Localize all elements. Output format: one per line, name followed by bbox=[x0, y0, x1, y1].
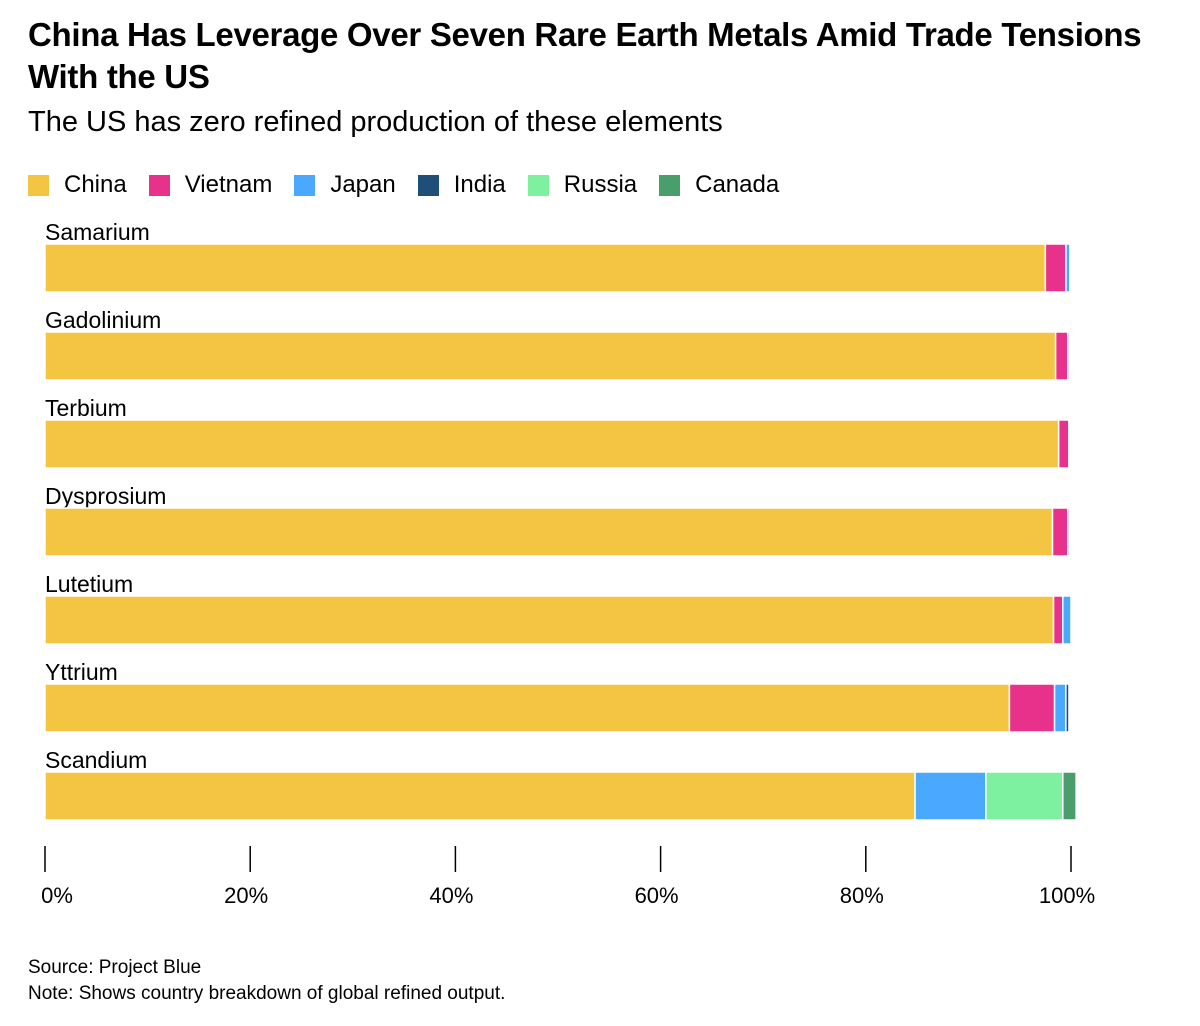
legend-label-russia: Russia bbox=[563, 171, 638, 198]
x-tick-label-3: 60% bbox=[635, 883, 679, 908]
category-label-yttrium: Yttrium bbox=[45, 659, 118, 685]
bar-segment-terbium-vietnam bbox=[1057, 419, 1070, 469]
bar-segment-yttrium-japan bbox=[1053, 683, 1067, 733]
legend-label-india: India bbox=[453, 171, 506, 198]
category-label-terbium: Terbium bbox=[45, 395, 127, 421]
bar-segment-scandium-canada bbox=[1062, 771, 1077, 821]
legend-item-india: India bbox=[417, 170, 506, 200]
legend-swatch-india bbox=[417, 174, 439, 196]
x-tick-label-2: 40% bbox=[429, 883, 473, 908]
chart-subtitle: The US has zero refined production of th… bbox=[28, 106, 723, 138]
x-tick-label-5: 100% bbox=[1039, 883, 1095, 908]
legend-item-japan: Japan bbox=[294, 170, 396, 200]
chart-title: China Has Leverage Over Seven Rare Earth… bbox=[28, 16, 1142, 95]
bar-segment-terbium-india bbox=[1069, 419, 1072, 469]
bar-segment-lutetium-japan bbox=[1062, 595, 1072, 645]
bar-segment-yttrium-india bbox=[1065, 683, 1070, 733]
bar-segment-terbium-china bbox=[44, 419, 1060, 469]
bar-segment-samarium-china bbox=[44, 243, 1047, 293]
bar-segment-dysprosium-china bbox=[44, 507, 1054, 557]
legend-label-canada: Canada bbox=[695, 171, 780, 198]
category-label-lutetium: Lutetium bbox=[45, 571, 133, 597]
bar-segment-yttrium-vietnam bbox=[1008, 683, 1056, 733]
bar-segment-gadolinium-china bbox=[44, 331, 1057, 381]
x-tick-label-4: 80% bbox=[840, 883, 884, 908]
legend-swatch-vietnam bbox=[148, 174, 170, 196]
legend-label-japan: Japan bbox=[330, 171, 396, 198]
bar-segment-samarium-india bbox=[1069, 243, 1072, 293]
x-tick-label-1: 20% bbox=[224, 883, 268, 908]
bar-segment-scandium-china bbox=[44, 771, 916, 821]
legend-item-russia: Russia bbox=[527, 170, 638, 200]
legend: China Vietnam Japan India Russia Canada bbox=[28, 170, 801, 200]
legend-swatch-japan bbox=[294, 174, 316, 196]
legend-label-vietnam: Vietnam bbox=[184, 171, 273, 198]
category-label-samarium: Samarium bbox=[45, 219, 150, 245]
category-label-dysprosium: Dysprosium bbox=[45, 483, 166, 509]
legend-swatch-canada bbox=[659, 174, 681, 196]
bar-segment-gadolinium-vietnam bbox=[1054, 331, 1069, 381]
legend-item-vietnam: Vietnam bbox=[148, 170, 273, 200]
category-label-scandium: Scandium bbox=[45, 747, 147, 773]
bar-segment-samarium-vietnam bbox=[1044, 243, 1067, 293]
bar-segment-dysprosium-india bbox=[1069, 507, 1072, 557]
bar-segment-lutetium-vietnam bbox=[1052, 595, 1064, 645]
footnote: Note: Shows country breakdown of global … bbox=[28, 983, 506, 1004]
legend-item-china: China bbox=[28, 170, 127, 200]
bar-segment-scandium-japan bbox=[914, 771, 987, 821]
bar-segment-scandium-russia bbox=[985, 771, 1064, 821]
legend-item-canada: Canada bbox=[659, 170, 779, 200]
bar-segment-lutetium-china bbox=[44, 595, 1055, 645]
category-label-gadolinium: Gadolinium bbox=[45, 307, 161, 333]
stacked-bar-chart: Samarium Gadolinium Terbium Dysprosium Lutet… bbox=[41, 219, 1095, 908]
source-note: Source: Project Blue bbox=[28, 957, 202, 978]
footer: Source: Project Blue Note: Shows country… bbox=[28, 955, 505, 1007]
legend-swatch-russia bbox=[527, 174, 549, 196]
bar-segment-yttrium-china bbox=[44, 683, 1011, 733]
x-tick-label-0: 0% bbox=[41, 883, 73, 908]
legend-label-china: China bbox=[64, 171, 127, 198]
legend-swatch-china bbox=[28, 174, 49, 196]
bar-segment-dysprosium-vietnam bbox=[1051, 507, 1069, 557]
bar-segment-gadolinium-india bbox=[1069, 331, 1072, 381]
